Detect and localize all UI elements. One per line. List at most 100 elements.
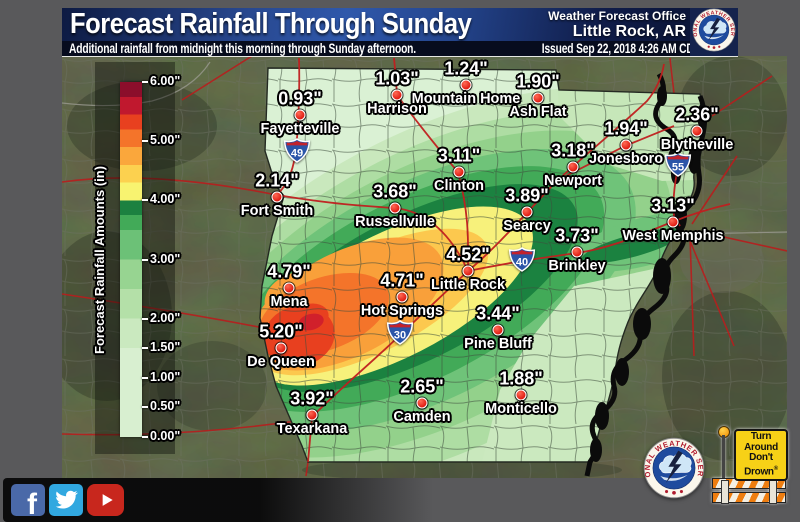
rainfall-value-de-queen: 5.20" [259, 321, 303, 342]
legend-tick [142, 140, 148, 143]
legend-tick-label: 5.00" [150, 133, 181, 148]
rainfall-value-brinkley: 3.73" [555, 225, 599, 246]
legend: Forecast Rainfall Amounts (in) 6.00" 5.00… [92, 62, 180, 454]
legend-color-bar [120, 82, 142, 437]
rainfall-value-little-rock: 4.52" [446, 244, 490, 265]
legend-tick-label: 1.00" [150, 369, 181, 384]
rainfall-value-camden: 2.65" [400, 376, 444, 397]
city-name-fayetteville: Fayetteville [260, 121, 340, 137]
rainfall-value-harrison: 1.03" [375, 68, 419, 89]
city-dot-mena [283, 282, 295, 294]
city-dot-newport [567, 161, 579, 173]
city-name-russellville: Russellville [355, 214, 435, 230]
city-name-blytheville: Blytheville [660, 137, 734, 153]
rainfall-value-monticello: 1.88" [499, 368, 543, 389]
legend-tick [142, 199, 148, 202]
legend-tick [142, 436, 148, 438]
rainfall-value-mountain-home: 1.24" [444, 58, 488, 79]
legend-tick [142, 347, 148, 350]
issued-timestamp: Issued Sep 22, 2018 4:26 AM CDT [541, 41, 690, 56]
city-dot-pine-bluff [492, 324, 504, 336]
city-name-little-rock: Little Rock [430, 277, 506, 293]
rainfall-value-russellville: 3.68" [373, 181, 417, 202]
turn-around-dont-drown-badge: Turn Around Don't Drown® [712, 426, 788, 504]
nws-logo-header: NATIONAL WEATHER SERVICE [690, 4, 738, 57]
interstate-55-shield: 55 [664, 152, 692, 182]
legend-tick [142, 376, 148, 379]
twitter-icon[interactable] [49, 484, 83, 516]
legend-tick-label: 6.00" [150, 74, 181, 88]
legend-tick [142, 317, 148, 320]
svg-text:49: 49 [291, 148, 303, 160]
page-title: Forecast Rainfall Through Sunday [70, 8, 472, 40]
rainfall-value-ash-flat: 1.90" [516, 71, 560, 92]
rainfall-value-fayetteville: 0.93" [278, 88, 322, 109]
city-name-camden: Camden [393, 409, 451, 425]
city-dot-camden [416, 397, 428, 409]
city-dot-hot-springs [396, 291, 408, 303]
city-name-clinton: Clinton [434, 178, 484, 194]
city-dot-mountain-home [460, 79, 472, 91]
legend-tick-label: 0.50" [150, 399, 181, 414]
legend-tick [142, 258, 148, 261]
svg-text:55: 55 [672, 162, 684, 174]
city-dot-monticello [515, 389, 527, 401]
header: Forecast Rainfall Through Sunday Weather… [62, 4, 738, 57]
city-dot-texarkana [306, 409, 318, 421]
interstate-49-shield: 49 [283, 138, 311, 168]
legend-title: Forecast Rainfall Amounts (in) [92, 165, 107, 354]
rainfall-value-mena: 4.79" [267, 261, 311, 282]
barricade-bar [712, 492, 786, 503]
rainfall-value-west-memphis: 3.13" [651, 195, 695, 216]
city-dot-harrison [391, 89, 403, 101]
city-name-harrison: Harrison [367, 101, 427, 117]
nws-logo-icon: NATIONAL WEATHER SERVICE [640, 430, 705, 503]
city-dot-clinton [453, 166, 465, 178]
nws-logo-icon: NATIONAL WEATHER SERVICE [690, 4, 736, 57]
city-dot-west-memphis [667, 216, 679, 228]
rainfall-value-jonesboro: 1.94" [604, 118, 648, 139]
city-dot-jonesboro [620, 139, 632, 151]
footer: f @NWSLittleRock weather.gov/lzk [3, 478, 433, 522]
legend-tick [142, 81, 148, 83]
legend-tick-label: 0.00" [150, 429, 181, 443]
city-dot-russellville [389, 202, 401, 214]
city-dot-searcy [521, 206, 533, 218]
neighbor-state-borders [62, 61, 787, 235]
city-name-de-queen: De Queen [247, 354, 315, 370]
city-name-brinkley: Brinkley [548, 258, 606, 274]
city-dot-de-queen [275, 342, 287, 354]
city-name-searcy: Searcy [503, 218, 551, 234]
city-name-west-memphis: West Memphis [622, 228, 724, 244]
city-name-texarkana: Texarkana [276, 421, 348, 437]
legend-tick-label: 2.00" [150, 310, 181, 325]
legend-tick-label: 4.00" [150, 192, 181, 207]
tadd-sign-text: Turn Around Don't Drown® [734, 429, 788, 481]
svg-text:30: 30 [394, 330, 406, 342]
city-name-pine-bluff: Pine Bluff [464, 336, 532, 352]
city-name-fort-smith: Fort Smith [240, 203, 314, 219]
city-name-ash-flat: Ash Flat [509, 104, 567, 120]
nws-logo-bottom: NATIONAL WEATHER SERVICE [640, 430, 705, 499]
rainfall-value-newport: 3.18" [551, 140, 595, 161]
city-dot-little-rock [462, 265, 474, 277]
office-name: Weather Forecast Office Little Rock, AR [548, 9, 686, 40]
rainfall-value-clinton: 3.11" [437, 145, 481, 166]
facebook-icon[interactable]: f [11, 484, 45, 516]
city-name-newport: Newport [544, 173, 602, 189]
city-name-monticello: Monticello [485, 401, 557, 417]
city-dot-blytheville [691, 125, 703, 137]
youtube-icon[interactable] [87, 484, 124, 516]
city-name-jonesboro: Jonesboro [588, 151, 664, 167]
rainfall-value-searcy: 3.89" [505, 185, 549, 206]
city-dot-fayetteville [294, 109, 306, 121]
legend-tick [142, 406, 148, 409]
city-dot-fort-smith [271, 191, 283, 203]
city-name-hot-springs: Hot Springs [360, 303, 444, 319]
svg-text:40: 40 [516, 257, 528, 269]
rainfall-value-blytheville: 2.36" [675, 104, 719, 125]
rainfall-value-hot-springs: 4.71" [380, 270, 424, 291]
legend-tick-label: 1.50" [150, 340, 181, 355]
city-name-mena: Mena [270, 294, 308, 310]
